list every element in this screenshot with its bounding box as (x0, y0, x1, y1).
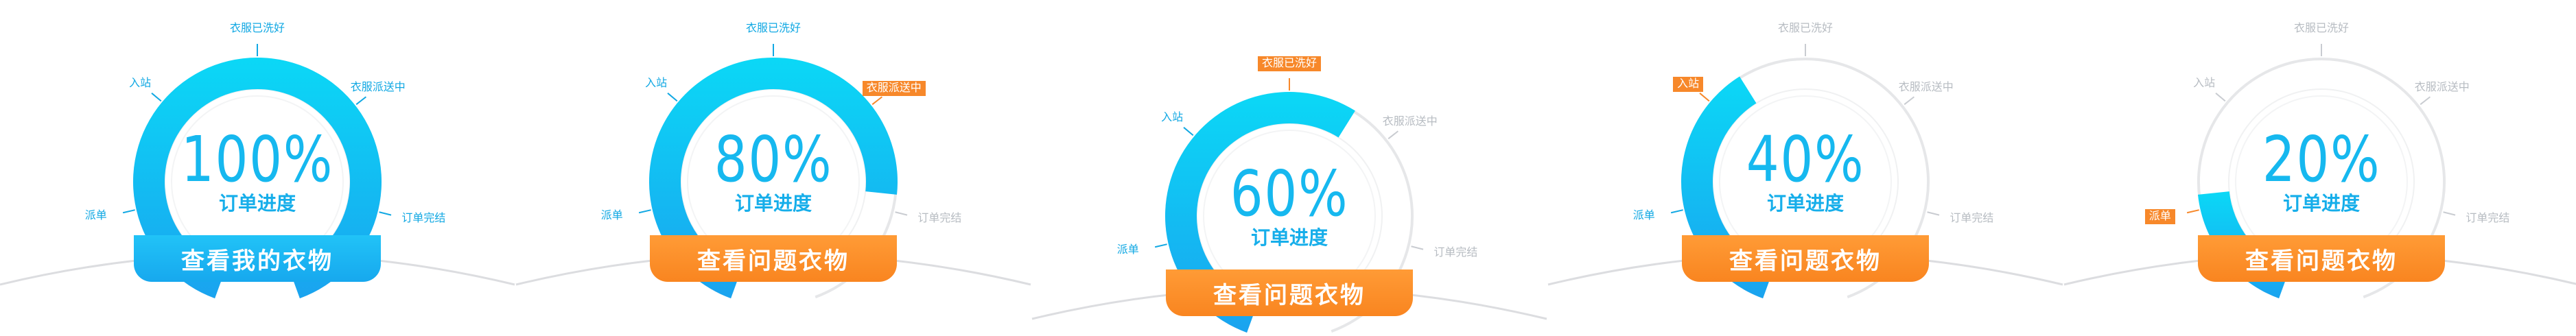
stage-label-3: 衣服派送中 (2414, 81, 2470, 93)
stage-label-0: 派单 (1632, 210, 1655, 222)
progress-subtitle: 订单进度 (2282, 193, 2360, 214)
stage-tick (2443, 211, 2456, 216)
stage-label-1: 入站 (1161, 111, 1184, 123)
stage-tick (2420, 96, 2431, 106)
stage-tick (1699, 93, 1710, 102)
stage-tick (1927, 211, 1940, 216)
order-progress-gauge: 派单 入站 衣服已洗好衣服派送中订单完结 60% 订单进度查看问题衣物 (1031, 0, 1547, 336)
stage-label-3: 衣服派送中 (350, 81, 406, 93)
progress-percent: 40% (1746, 123, 1865, 196)
progress-subtitle: 订单进度 (1250, 227, 1328, 248)
stage-label-1: 入站 (645, 77, 668, 89)
stage-label-2: 衣服已洗好 (1777, 23, 1834, 34)
stage-label-4: 订单完结 (2466, 212, 2510, 224)
stage-tick (638, 209, 651, 214)
gauge-svg (0, 44, 515, 299)
stage-tick (1904, 96, 1915, 106)
order-progress-gauge: 派单 入站 衣服已洗好衣服派送中订单完结 20% 订单进度查看问题衣物 (2063, 0, 2576, 336)
stage-tick (379, 211, 392, 216)
stage-label-2: 衣服已洗好 (745, 23, 801, 34)
stage-tick (1154, 243, 1167, 248)
stage-label-4: 订单完结 (401, 212, 446, 224)
stage-label-0: 派单 (600, 210, 623, 222)
progress-percent: 80% (714, 123, 833, 196)
stage-label-2: 衣服已洗好 (229, 23, 285, 34)
stage-label-3: 衣服派送中 (862, 80, 926, 96)
stage-label-1: 入站 (1673, 76, 1704, 92)
progress-track-inner (1712, 88, 1899, 269)
stage-label-4: 订单完结 (1949, 212, 1994, 224)
stage-tick (151, 93, 162, 102)
stage-label-2: 衣服已洗好 (1257, 56, 1322, 71)
view-problem-clothes-button[interactable]: 查看问题衣物 (1166, 269, 1413, 316)
stage-tick (1670, 209, 1683, 214)
progress-subtitle: 订单进度 (218, 193, 296, 214)
progress-percent: 60% (1230, 157, 1349, 230)
stage-label-2: 衣服已洗好 (2293, 23, 2350, 34)
stage-label-4: 订单完结 (1433, 246, 1478, 259)
progress-percent: 20% (2262, 123, 2381, 196)
view-my-clothes-button[interactable]: 查看我的衣物 (134, 235, 381, 282)
gauge-svg (515, 44, 1031, 299)
stage-tick (355, 96, 367, 106)
stage-label-1: 入站 (129, 77, 152, 89)
gauge-svg (2063, 44, 2576, 299)
stage-label-1: 入站 (2193, 77, 2216, 89)
stage-label-0: 派单 (84, 210, 107, 222)
stage-tick (2186, 209, 2199, 214)
stage-label-3: 衣服派送中 (1898, 81, 1954, 93)
stage-tick (1183, 127, 1194, 136)
stage-tick (895, 211, 908, 216)
stage-tick (122, 209, 135, 214)
stage-tick (2215, 93, 2226, 102)
order-progress-gauge: 派单 入站 衣服已洗好衣服派送中订单完结 100% 订单进度查看我的衣物 (0, 0, 515, 336)
stage-label-0: 派单 (1116, 244, 1139, 256)
view-problem-clothes-button[interactable]: 查看问题衣物 (2198, 235, 2445, 282)
order-progress-gauge: 派单 入站 衣服已洗好衣服派送中订单完结 80% 订单进度查看问题衣物 (515, 0, 1031, 336)
progress-track-inner (2228, 88, 2415, 269)
view-problem-clothes-button[interactable]: 查看问题衣物 (1682, 235, 1929, 282)
stage-tick (871, 96, 883, 106)
progress-subtitle: 订单进度 (1766, 193, 1844, 214)
view-problem-clothes-button[interactable]: 查看问题衣物 (650, 235, 897, 282)
stage-tick (1411, 245, 1424, 250)
stage-label-3: 衣服派送中 (1382, 115, 1438, 128)
progress-percent: 100% (180, 123, 334, 196)
progress-subtitle: 订单进度 (734, 193, 812, 214)
stage-label-0: 派单 (2144, 209, 2175, 225)
order-progress-gauge: 派单 入站 衣服已洗好衣服派送中订单完结 40% 订单进度查看问题衣物 (1547, 0, 2063, 336)
stage-label-4: 订单完结 (917, 212, 962, 224)
stage-tick (667, 93, 678, 102)
stage-tick (1387, 130, 1399, 140)
